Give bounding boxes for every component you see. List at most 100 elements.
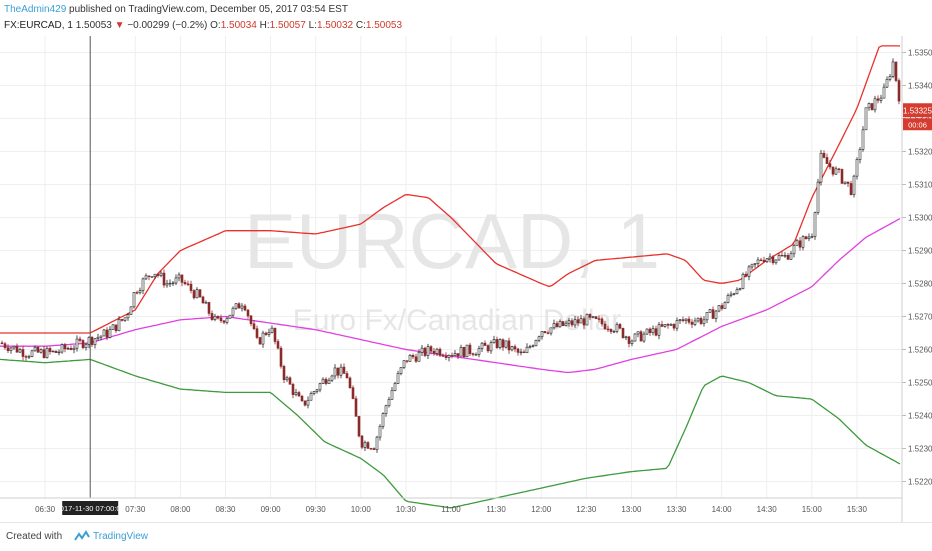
candle-body (210, 313, 214, 320)
symbol-label[interactable]: FX:EURCAD, 1 (4, 20, 73, 31)
candle-body (195, 289, 199, 299)
candle-body (168, 282, 172, 285)
candle-body (105, 329, 109, 338)
candle-body (855, 159, 859, 177)
candle-body (726, 295, 730, 303)
candle-body (120, 319, 124, 321)
candle-body (483, 342, 487, 346)
candle-body (579, 318, 583, 324)
candle-body (849, 183, 853, 195)
candle-body (213, 315, 217, 320)
candle-body (867, 103, 871, 109)
candle-body (669, 324, 673, 326)
candle-body (165, 283, 169, 286)
candle-body (102, 329, 106, 337)
candle-body (813, 212, 817, 237)
candle-body (861, 129, 865, 150)
tradingview-logo-icon (74, 530, 90, 541)
candle-body (381, 413, 385, 427)
candle-body (243, 305, 247, 311)
candle-body (333, 367, 337, 377)
candle-body (114, 324, 118, 332)
candle-body (276, 341, 280, 349)
high-label: H: (259, 20, 270, 31)
candle-body (471, 353, 475, 355)
candle-body (369, 448, 373, 450)
created-with-label: Created with (6, 531, 63, 542)
candle-body (360, 435, 364, 448)
candle-body (627, 336, 631, 344)
footer-bar: Created with TradingView (0, 522, 932, 551)
candle-body (12, 345, 16, 349)
candle-body (342, 366, 346, 374)
candle-body (78, 338, 82, 341)
candle-body (414, 356, 418, 362)
candle-body (633, 333, 637, 342)
candle-body (231, 307, 235, 316)
candle-body (474, 354, 478, 356)
candle-body (384, 405, 388, 414)
candle-body (45, 348, 49, 358)
candle-body (549, 327, 553, 334)
watermark-description: Euro Fx/Canadian Dollar (293, 304, 622, 337)
candle-body (255, 328, 259, 338)
candle-body (396, 373, 400, 384)
x-tick-label: 09:30 (306, 505, 327, 514)
candle-body (60, 344, 64, 353)
y-tick-label: 1.52300 (908, 445, 932, 454)
candle-body (702, 319, 706, 324)
candle-body (234, 303, 238, 309)
candle-body (138, 290, 142, 294)
tradingview-brand-link[interactable]: TradingView (93, 531, 149, 542)
low-value: 1.50032 (316, 20, 354, 31)
candle-body (450, 355, 454, 357)
candle-body (825, 157, 829, 164)
candle-body (675, 320, 679, 329)
candle-body (504, 340, 508, 348)
candle-body (774, 259, 778, 264)
candle-body (99, 335, 103, 338)
y-tick-label: 1.53200 (908, 148, 932, 157)
candle-body (132, 292, 136, 308)
x-tick-label: 08:30 (215, 505, 236, 514)
candle-body (129, 306, 133, 315)
candle-body (141, 278, 145, 291)
candle-body (336, 367, 340, 376)
candle-body (645, 328, 649, 335)
crosshair-time-badge (62, 501, 119, 515)
candle-body (729, 293, 733, 296)
x-tick-label: 12:30 (576, 505, 597, 514)
candle-body (507, 340, 511, 351)
candle-body (720, 305, 724, 309)
candle-body (339, 366, 343, 376)
candle-body (801, 236, 805, 248)
candle-body (402, 360, 406, 368)
candle-body (672, 324, 676, 329)
candle-body (588, 314, 592, 318)
candle-body (366, 442, 370, 449)
countdown-tag (903, 118, 932, 131)
x-tick-label: 11:30 (486, 505, 506, 514)
candle-body (894, 61, 898, 81)
candle-body (453, 353, 457, 356)
price-chart[interactable]: EURCAD, 1 Euro Fx/Canadian Dollar 1.5220… (0, 36, 932, 522)
candle-body (345, 373, 349, 379)
candle-body (444, 355, 448, 358)
candle-body (273, 327, 277, 342)
candle-body (501, 339, 505, 348)
candle-body (747, 266, 751, 277)
candle-body (573, 319, 577, 326)
candle-body (606, 328, 610, 331)
candle-body (759, 259, 763, 262)
candle-body (180, 274, 184, 283)
candle-body (609, 329, 613, 332)
candle-body (156, 273, 160, 276)
candle-body (780, 254, 784, 257)
candle-body (624, 336, 628, 339)
candle-body (207, 302, 211, 314)
author-link[interactable]: TheAdmin429 (4, 4, 67, 15)
candle-body (690, 321, 694, 325)
candle-body (66, 347, 70, 350)
candle-body (819, 152, 823, 183)
candle-body (837, 168, 841, 170)
